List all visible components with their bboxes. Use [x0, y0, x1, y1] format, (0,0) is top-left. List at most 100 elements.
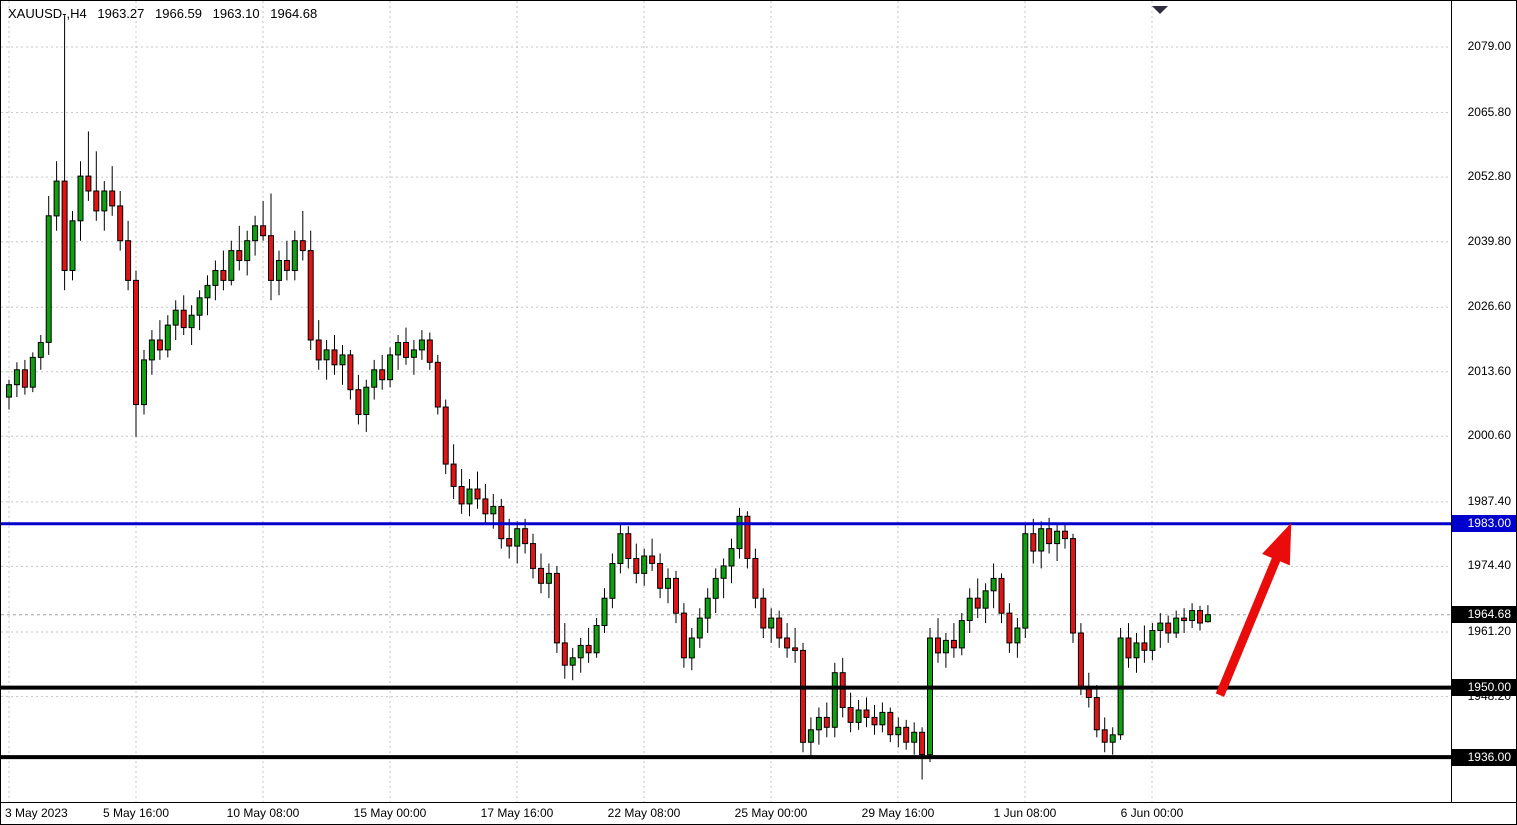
candle — [696, 608, 703, 648]
candle-body — [641, 555, 648, 574]
candle-body — [450, 463, 457, 487]
candle — [776, 610, 783, 648]
candle — [641, 548, 648, 586]
candle-body — [895, 726, 902, 736]
time-axis-label: 10 May 08:00 — [226, 806, 300, 820]
candle-body — [387, 354, 394, 381]
candle — [85, 131, 92, 201]
candle-body — [998, 577, 1005, 614]
price-tick-label: 2065.80 — [1467, 104, 1511, 119]
candle — [13, 362, 20, 398]
candle — [1070, 533, 1076, 643]
candle — [855, 700, 862, 730]
candle-body — [339, 354, 346, 366]
time-axis-label: 29 May 16:00 — [861, 806, 935, 820]
candle-body — [85, 175, 92, 192]
candle — [466, 479, 473, 517]
candle-body — [1125, 637, 1132, 659]
candle-body — [1054, 530, 1061, 545]
price-tick-label: 2013.60 — [1467, 363, 1511, 378]
candle — [625, 526, 632, 569]
candle-body — [331, 349, 338, 366]
candle-body — [807, 729, 814, 743]
candle-body — [172, 309, 179, 326]
candle-body — [276, 260, 282, 281]
candle-body — [403, 342, 409, 358]
candle-body — [1014, 627, 1021, 644]
candle — [299, 210, 306, 261]
quote-high: 1966.59 — [155, 6, 202, 21]
candle — [847, 692, 854, 733]
candle-body — [1062, 530, 1068, 540]
candle — [53, 161, 60, 231]
candle-body — [522, 528, 529, 545]
candle-body — [291, 240, 298, 271]
price-tick-label: 2052.80 — [1467, 169, 1511, 184]
candle-body — [117, 205, 124, 242]
candle — [1189, 603, 1196, 628]
candle — [403, 327, 409, 365]
candle — [93, 151, 100, 221]
candle — [633, 543, 640, 584]
candle — [1141, 625, 1148, 663]
candle-body — [236, 250, 243, 262]
candle — [958, 613, 965, 656]
candle-body — [77, 175, 84, 222]
candle — [291, 230, 298, 281]
candle-body — [148, 339, 155, 361]
candle-body — [704, 597, 711, 619]
candle — [530, 533, 536, 579]
candle — [117, 191, 124, 251]
candle-body — [125, 240, 132, 281]
candle-body — [982, 590, 989, 609]
candle-body — [212, 270, 219, 286]
candle-body — [252, 225, 259, 242]
price-tick-label: 2079.00 — [1467, 39, 1511, 53]
candle — [244, 230, 251, 276]
candle — [61, 15, 68, 291]
candle-body — [1093, 697, 1100, 731]
candle-body — [553, 572, 560, 644]
candle-body — [776, 617, 783, 639]
candle-body — [657, 563, 664, 589]
candle-body — [911, 731, 918, 743]
candle — [379, 354, 386, 390]
candle-body — [792, 647, 799, 651]
candle — [371, 359, 378, 400]
candle — [998, 573, 1005, 624]
candle — [442, 399, 449, 475]
candle — [37, 335, 44, 370]
candle-body — [244, 240, 251, 262]
candle — [903, 719, 910, 750]
price-axis: 2079.00 2065.80 2052.80 2039.80 2026.60 2013.… — [1451, 1, 1516, 802]
candle — [665, 568, 671, 604]
candle-body — [410, 349, 417, 358]
resistance-price-tag: 1983.00 — [1452, 515, 1516, 533]
candle — [974, 578, 981, 619]
candle-body — [347, 354, 354, 391]
candle-body — [879, 711, 886, 726]
candle-body — [180, 309, 187, 329]
candle-body — [69, 220, 76, 272]
candle — [339, 345, 346, 385]
candle — [426, 332, 433, 370]
candle-body — [204, 284, 211, 299]
candle-body — [665, 577, 671, 589]
candle — [482, 484, 489, 524]
candle — [601, 588, 608, 633]
candle — [1101, 717, 1108, 753]
candle — [673, 570, 679, 624]
candle-body — [442, 406, 449, 465]
candle — [966, 588, 973, 633]
price-chart[interactable] — [1, 1, 1451, 802]
candle-body — [545, 572, 552, 584]
candle-body — [680, 612, 687, 659]
candle — [887, 707, 894, 743]
candle-body — [958, 620, 965, 649]
candle-body — [760, 597, 767, 629]
trend-arrow[interactable] — [1215, 522, 1292, 697]
candle — [577, 638, 584, 673]
candle — [458, 469, 465, 514]
candle — [879, 702, 886, 733]
